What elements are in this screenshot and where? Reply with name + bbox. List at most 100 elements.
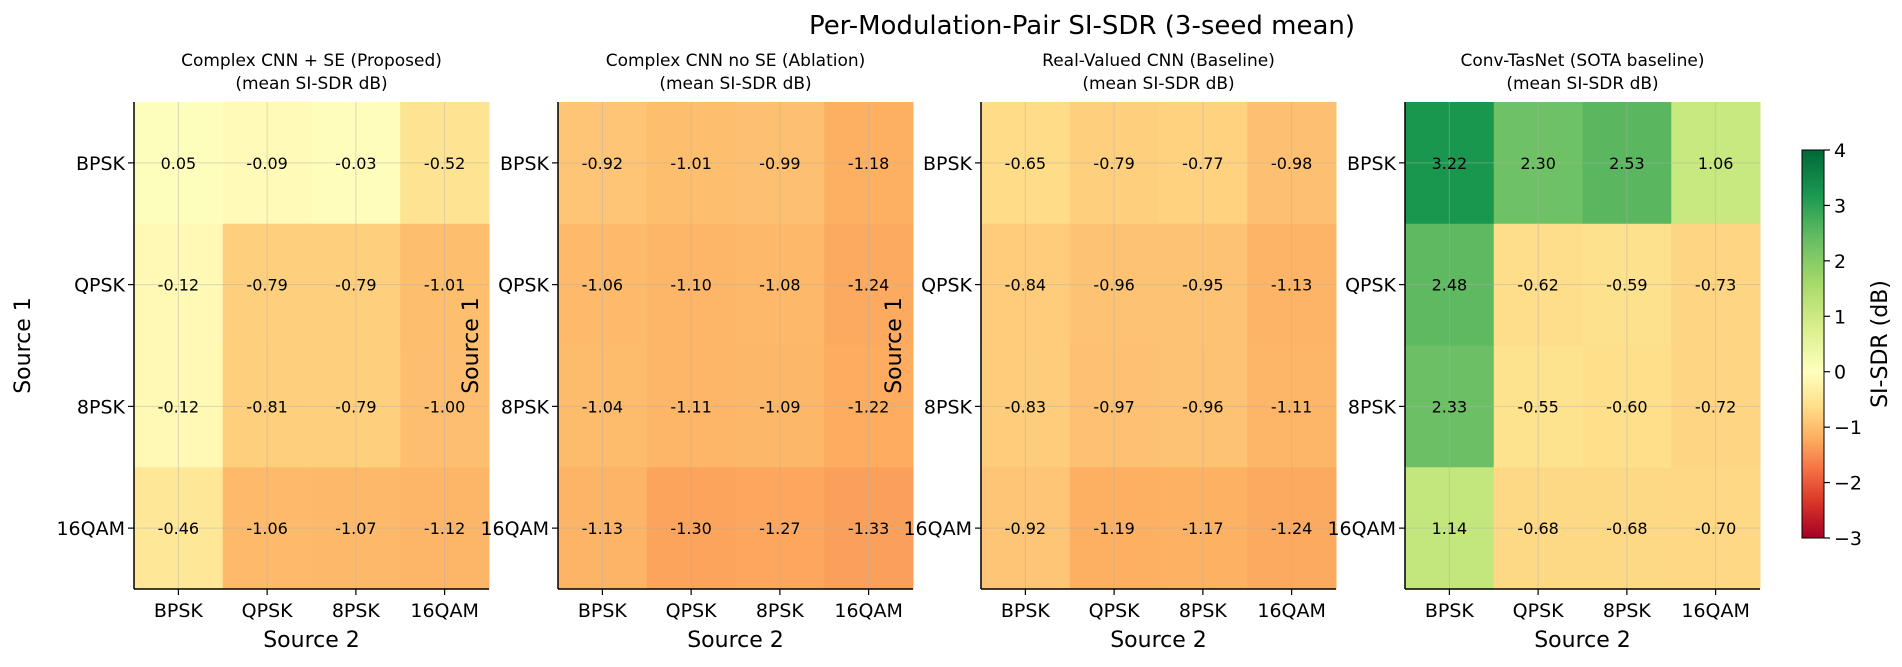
- colorbar-gradient: [1801, 149, 1825, 539]
- cell-value-label: -1.11: [1271, 397, 1312, 416]
- cell-value-label: -0.99: [759, 154, 800, 173]
- heatmap-cell: [1247, 467, 1337, 590]
- colorbar-tick-label: 4: [1834, 140, 1846, 162]
- cell-value-label: -1.24: [1271, 519, 1312, 538]
- cell-value-label: -0.83: [1005, 397, 1046, 416]
- heatmap-cell: [981, 223, 1071, 346]
- heatmap-cell: [558, 223, 648, 346]
- heatmap-cell: [311, 223, 401, 346]
- heatmap-cell: [222, 467, 312, 590]
- heatmap-cell: [981, 102, 1071, 225]
- cell-value-label: -0.98: [1271, 154, 1312, 173]
- colorbar-ticks: −3 −2 −1 0 1 2 3 4: [1824, 140, 1862, 550]
- heatmap-cell: [1069, 102, 1159, 225]
- cell-value-label: -0.79: [335, 397, 376, 416]
- heatmap-panel: -0.65 -0.79 -0.77 -0.98 -0.84 -0.96 -0.95 -1.13…: [882, 51, 1337, 653]
- heatmap-cell: [1405, 345, 1495, 468]
- heatmap-cell: [400, 102, 490, 225]
- colorbar-tick-label: 3: [1834, 195, 1846, 217]
- heatmap-cell: [134, 223, 224, 346]
- cell-value-label: -1.27: [759, 519, 800, 538]
- cell-value-label: -0.97: [1093, 397, 1134, 416]
- x-tick-label: QPSK: [242, 600, 293, 622]
- heatmap-cell: [735, 345, 825, 468]
- heatmap-panels: 0.05 -0.09 -0.03 -0.52-0.12 -0.79 -0.79 -1.01-…: [11, 51, 1761, 653]
- heatmap-cell: [1582, 223, 1672, 346]
- x-tick-label: 16QAM: [410, 600, 479, 622]
- x-tick-label: BPSK: [1001, 600, 1051, 622]
- heatmap-cell: [735, 467, 825, 590]
- panel-subtitle: (mean SI-SDR dB): [1082, 74, 1234, 94]
- heatmap-cell: [735, 223, 825, 346]
- y-tick-label: QPSK: [74, 275, 125, 297]
- colorbar: −3 −2 −1 0 1 2 3 4 SI-SDR (dB): [1801, 140, 1893, 550]
- cell-value-label: -0.79: [335, 276, 376, 295]
- cell-value-label: -0.62: [1517, 276, 1558, 295]
- cell-value-label: -1.13: [582, 519, 623, 538]
- heatmap-cell: [981, 467, 1071, 590]
- cell-value-label: 2.33: [1432, 397, 1468, 416]
- heatmap-cell: [222, 345, 312, 468]
- panel-title: Complex CNN + SE (Proposed): [181, 51, 442, 71]
- heatmap-cell: [1405, 223, 1495, 346]
- y-tick-label: 8PSK: [924, 396, 973, 418]
- panel-title: Complex CNN no SE (Ablation): [606, 51, 866, 71]
- cell-value-label: -1.22: [848, 397, 889, 416]
- cell-value-label: -0.92: [582, 154, 623, 173]
- x-tick-label: BPSK: [578, 600, 628, 622]
- heatmap-cell: [558, 345, 648, 468]
- heatmap-panel: 0.05 -0.09 -0.03 -0.52 -0.12 -0.79 -0.79 -1.01 -…: [11, 51, 490, 653]
- cell-value-label: -1.24: [848, 276, 889, 295]
- y-tick-label: 8PSK: [1348, 396, 1397, 418]
- heatmap-cell: [1582, 467, 1672, 590]
- heatmap-cell: [1069, 223, 1159, 346]
- cell-value-label: -0.79: [246, 276, 287, 295]
- y-tick-label: BPSK: [1347, 153, 1397, 175]
- x-axis-label: Source 2: [1534, 628, 1631, 653]
- heatmap-cell: [1069, 345, 1159, 468]
- y-tick-label: 8PSK: [77, 396, 126, 418]
- y-tick-label: BPSK: [923, 153, 973, 175]
- cell-value-label: -1.33: [848, 519, 889, 538]
- heatmap-cell: [134, 102, 224, 225]
- heatmap-cell: [1493, 467, 1583, 590]
- heatmap-cell: [646, 102, 736, 225]
- heatmap-cell: [735, 102, 825, 225]
- cell-value-label: -0.95: [1182, 276, 1223, 295]
- heatmap-cell: [824, 223, 914, 346]
- x-axis-label: Source 2: [263, 628, 360, 653]
- cell-value-label: -1.01: [424, 276, 465, 295]
- cell-value-label: 2.53: [1609, 154, 1645, 173]
- colorbar-label: SI-SDR (dB): [1868, 280, 1893, 408]
- heatmap-cell: [558, 102, 648, 225]
- cell-value-label: -0.72: [1695, 397, 1736, 416]
- heatmap-cell: [400, 345, 490, 468]
- heatmap-cell: [222, 102, 312, 225]
- heatmap-cell: [311, 467, 401, 590]
- cell-value-label: -0.46: [158, 519, 199, 538]
- cell-value-label: -0.81: [246, 397, 287, 416]
- heatmap-cell: [646, 467, 736, 590]
- y-tick-label: QPSK: [498, 275, 549, 297]
- cell-value-label: -1.18: [848, 154, 889, 173]
- cell-value-label: -1.11: [670, 397, 711, 416]
- cell-value-label: -0.60: [1606, 397, 1647, 416]
- cell-value-label: -0.79: [1093, 154, 1134, 173]
- x-tick-label: 8PSK: [1179, 600, 1228, 622]
- colorbar-tick-label: 0: [1834, 362, 1846, 384]
- panel-subtitle: (mean SI-SDR dB): [659, 74, 811, 94]
- cell-value-label: -0.92: [1005, 519, 1046, 538]
- heatmap-cell: [1158, 102, 1248, 225]
- heatmap-cell: [1493, 223, 1583, 346]
- y-tick-label: 16QAM: [480, 518, 549, 540]
- heatmap-cell: [1493, 345, 1583, 468]
- x-tick-label: 8PSK: [1603, 600, 1652, 622]
- cell-value-label: -0.12: [158, 276, 199, 295]
- y-tick-label: BPSK: [76, 153, 126, 175]
- x-tick-label: QPSK: [666, 600, 717, 622]
- heatmap-cell: [558, 467, 648, 590]
- heatmap-cell: [1671, 102, 1761, 225]
- heatmap-cell: [1405, 467, 1495, 590]
- x-tick-label: 16QAM: [834, 600, 903, 622]
- heatmap-panel: 3.22 2.30 2.53 1.06 2.48 -0.62 -0.59 -0.73 2.33 -…: [1327, 51, 1761, 653]
